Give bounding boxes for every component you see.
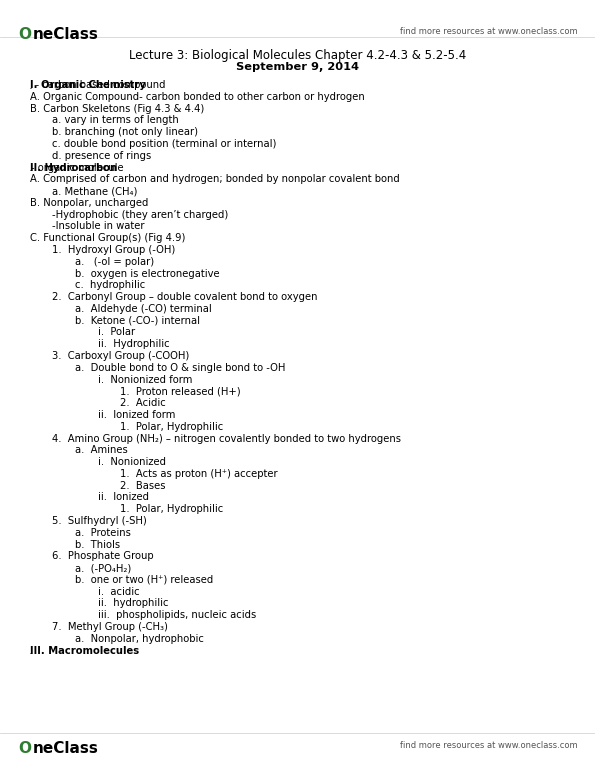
Text: O: O: [18, 741, 31, 755]
Text: b.  oxygen is electronegative: b. oxygen is electronegative: [75, 269, 220, 279]
Text: a.  Double bond to O & single bond to -OH: a. Double bond to O & single bond to -OH: [75, 363, 286, 373]
Text: c.  hydrophilic: c. hydrophilic: [75, 280, 145, 290]
Text: 5.  Sulfhydryl (-SH): 5. Sulfhydryl (-SH): [52, 516, 147, 526]
Text: a.  Proteins: a. Proteins: [75, 527, 131, 537]
Text: find more resources at www.oneclass.com: find more resources at www.oneclass.com: [399, 741, 577, 750]
Text: 1.  Proton released (H+): 1. Proton released (H+): [120, 387, 241, 397]
Text: a. vary in terms of length: a. vary in terms of length: [52, 116, 179, 126]
Text: c. double bond position (terminal or internal): c. double bond position (terminal or int…: [52, 139, 277, 149]
Text: Lecture 3: Biological Molecules Chapter 4.2-4.3 & 5.2-5.4: Lecture 3: Biological Molecules Chapter …: [129, 49, 466, 62]
Text: A. Comprised of carbon and hydrogen; bonded by nonpolar covalent bond: A. Comprised of carbon and hydrogen; bon…: [30, 174, 399, 184]
Text: 6.  Phosphate Group: 6. Phosphate Group: [52, 551, 154, 561]
Text: iii.  phospholipids, nucleic acids: iii. phospholipids, nucleic acids: [98, 610, 256, 620]
Text: 1.  Acts as proton (H⁺) accepter: 1. Acts as proton (H⁺) accepter: [120, 469, 278, 479]
Text: ii.  Hydrophilic: ii. Hydrophilic: [98, 340, 169, 350]
Text: b. branching (not only linear): b. branching (not only linear): [52, 127, 198, 137]
Text: ii.  hydrophilic: ii. hydrophilic: [98, 598, 168, 608]
Text: ii.  Ionized: ii. Ionized: [98, 492, 149, 502]
Text: i.  Nonionized form: i. Nonionized form: [98, 374, 192, 384]
Text: I. Organic Chemistry: I. Organic Chemistry: [30, 80, 146, 90]
Text: b.  Thiols: b. Thiols: [75, 540, 120, 550]
Text: find more resources at www.oneclass.com: find more resources at www.oneclass.com: [399, 27, 577, 36]
Text: i.  acidic: i. acidic: [98, 587, 139, 597]
Text: 2.  Carbonyl Group – double covalent bond to oxygen: 2. Carbonyl Group – double covalent bond…: [52, 292, 318, 302]
Text: 4.  Amino Group (NH₂) – nitrogen covalently bonded to two hydrogens: 4. Amino Group (NH₂) – nitrogen covalent…: [52, 434, 402, 444]
Text: 1.  Polar, Hydrophilic: 1. Polar, Hydrophilic: [120, 504, 224, 514]
Text: C. Functional Group(s) (Fig 4.9): C. Functional Group(s) (Fig 4.9): [30, 233, 185, 243]
Text: 1.  Polar, Hydrophilic: 1. Polar, Hydrophilic: [120, 422, 224, 432]
Text: b.  Ketone (-CO-) internal: b. Ketone (-CO-) internal: [75, 316, 200, 326]
Text: III. Macromolecules: III. Macromolecules: [30, 645, 139, 655]
Text: ii.  Ionized form: ii. Ionized form: [98, 410, 175, 420]
Text: a.  Amines: a. Amines: [75, 445, 128, 455]
Text: b.  one or two (H⁺) released: b. one or two (H⁺) released: [75, 575, 213, 585]
Text: a.   (-ol = polar): a. (-ol = polar): [75, 256, 154, 266]
Text: 2.  Bases: 2. Bases: [120, 480, 165, 490]
Text: A. Organic Compound- carbon bonded to other carbon or hydrogen: A. Organic Compound- carbon bonded to ot…: [30, 92, 365, 102]
Text: - organic molecule: - organic molecule: [31, 162, 123, 172]
Text: a.  Aldehyde (-CO) terminal: a. Aldehyde (-CO) terminal: [75, 304, 212, 314]
Text: – carbon based compound: – carbon based compound: [31, 80, 165, 90]
Text: neClass: neClass: [33, 741, 99, 755]
Text: a. Methane (CH₄): a. Methane (CH₄): [52, 186, 137, 196]
Text: September 9, 2014: September 9, 2014: [236, 62, 359, 72]
Text: B. Nonpolar, uncharged: B. Nonpolar, uncharged: [30, 198, 148, 208]
Text: B. Carbon Skeletons (Fig 4.3 & 4.4): B. Carbon Skeletons (Fig 4.3 & 4.4): [30, 104, 204, 114]
Text: 3.  Carboxyl Group (-COOH): 3. Carboxyl Group (-COOH): [52, 351, 190, 361]
Text: a.  Nonpolar, hydrophobic: a. Nonpolar, hydrophobic: [75, 634, 204, 644]
Text: i.  Nonionized: i. Nonionized: [98, 457, 165, 467]
Text: 7.  Methyl Group (-CH₃): 7. Methyl Group (-CH₃): [52, 622, 168, 632]
Text: a.  (-PO₄H₂): a. (-PO₄H₂): [75, 563, 131, 573]
Text: II. Hydrocarbon: II. Hydrocarbon: [30, 162, 117, 172]
Text: -Hydrophobic (they aren’t charged): -Hydrophobic (they aren’t charged): [52, 209, 228, 219]
Text: neClass: neClass: [33, 27, 99, 42]
Text: i.  Polar: i. Polar: [98, 327, 134, 337]
Text: d. presence of rings: d. presence of rings: [52, 151, 152, 161]
Text: O: O: [18, 27, 31, 42]
Text: 2.  Acidic: 2. Acidic: [120, 398, 166, 408]
Text: 1.  Hydroxyl Group (-OH): 1. Hydroxyl Group (-OH): [52, 245, 176, 255]
Text: -Insoluble in water: -Insoluble in water: [52, 222, 145, 232]
